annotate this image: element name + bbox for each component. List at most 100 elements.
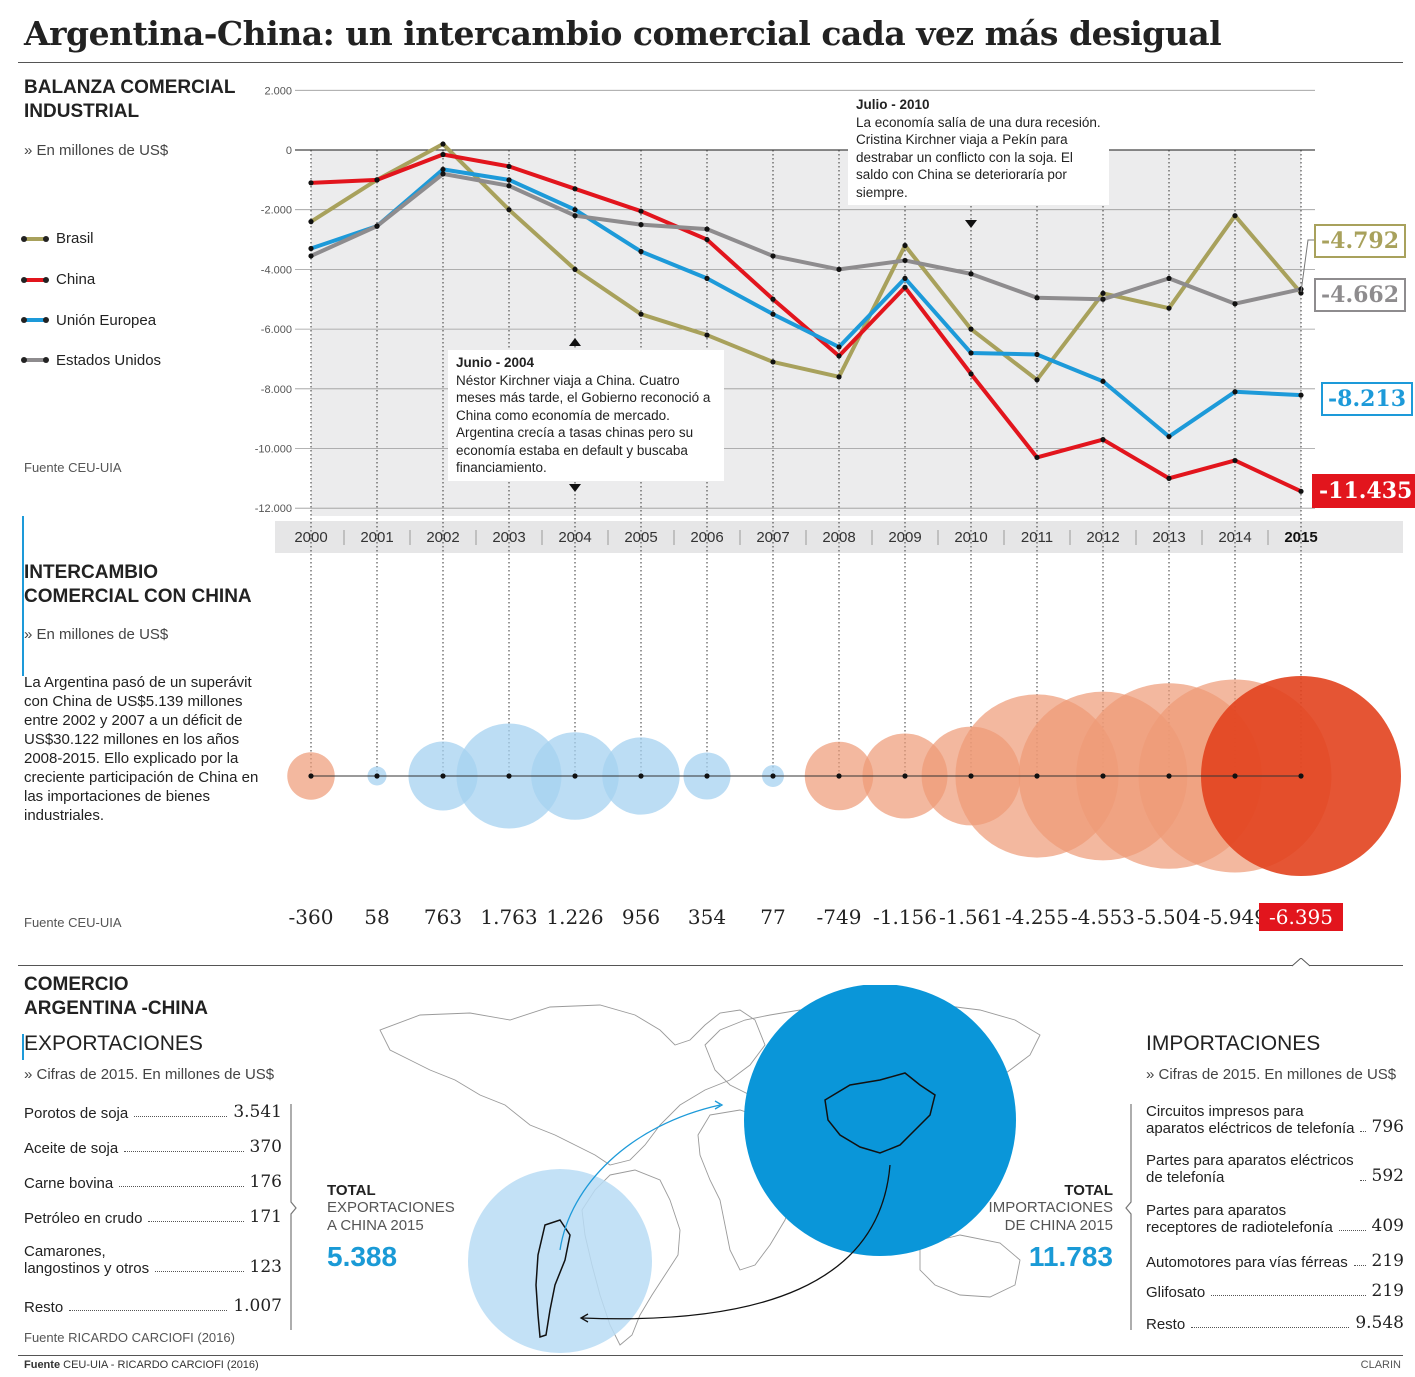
bubble-value-label: 763 (423, 905, 463, 929)
year-label: 2005 (624, 529, 658, 546)
row-value: 171 (249, 1207, 282, 1227)
row-leader (134, 1116, 228, 1117)
row-value: 409 (1371, 1216, 1404, 1236)
export-arrow (559, 1104, 721, 1251)
data-point (308, 180, 314, 186)
data-point (572, 207, 578, 213)
imp-total-head: TOTAL (1064, 1182, 1113, 1199)
bubble-value-label: 1.226 (546, 905, 604, 929)
year-label: 2007 (756, 529, 790, 546)
footer-source-text: CEU-UIA - RICARDO CARCIOFI (2016) (63, 1359, 259, 1371)
legend-label-brasil: Brasil (56, 230, 94, 247)
row-leader (148, 1221, 244, 1222)
year-label: 2015 (1284, 529, 1318, 546)
bubble-value-label: -360 (288, 905, 334, 929)
row-label: Resto (24, 1299, 64, 1316)
row-label: Automotores para vías férreas (1146, 1254, 1348, 1271)
exp-total-sub2: A CHINA 2015 (327, 1217, 424, 1234)
intercambio-title: INTERCAMBIO COMERCIAL CON CHINA (24, 561, 252, 609)
exp-bracket (290, 1104, 297, 1330)
intercambio-text: La Argentina pasó de un superávit con Ch… (24, 674, 259, 824)
bubble-value-label: -4.553 (1070, 905, 1136, 929)
row-leader (1360, 1131, 1366, 1132)
data-point (1232, 301, 1238, 307)
data-point (770, 359, 776, 365)
data-point (902, 257, 908, 264)
table-row: Resto 1.007 (24, 1296, 282, 1316)
bubble-center (1034, 773, 1040, 779)
y-tick-label: -10.000 (255, 444, 292, 456)
data-point (1100, 436, 1106, 443)
bubble-center (308, 773, 314, 779)
footer-rule (18, 1355, 1403, 1356)
bubble-chart (287, 676, 1401, 876)
intercambio-title-line1: INTERCAMBIO (24, 562, 159, 583)
north-america-outline (379, 1004, 766, 1166)
note-2004-pointer-up-icon (569, 338, 581, 346)
bubble-value-label: 354 (687, 905, 727, 929)
data-point (374, 177, 380, 183)
exp-total-value: 5.388 (327, 1241, 398, 1272)
intercambio-unit: » En millones de US$ (24, 626, 169, 643)
row-leader (1191, 1327, 1350, 1328)
balanza-source: Fuente CEU-UIA (24, 460, 122, 475)
table-row: Resto 9.548 (1146, 1313, 1404, 1333)
row-value: 370 (249, 1137, 282, 1157)
data-point (572, 266, 578, 272)
china-outline (824, 1072, 936, 1154)
row-leader (1359, 1180, 1366, 1181)
year-label: 2012 (1086, 529, 1120, 546)
note-2004-title: Junio - 2004 (456, 355, 535, 370)
legend-item-china: China (21, 259, 161, 300)
data-point (374, 223, 380, 229)
exp-total-sub1: EXPORTACIONES (327, 1199, 455, 1216)
y-tick-label: 0 (286, 145, 292, 157)
legend-label-ue: Unión Europea (56, 311, 157, 329)
data-point (704, 226, 710, 232)
export-arrowhead-icon (714, 1100, 724, 1110)
page-title: Argentina-China: un intercambio comercia… (24, 14, 1222, 53)
exp-accent-bar (22, 1034, 24, 1060)
data-point (704, 275, 710, 281)
series-line-estados-unidos (310, 171, 1302, 306)
row-label: Glifosato (1146, 1284, 1206, 1301)
row-leader (69, 1310, 228, 1311)
data-point (968, 271, 974, 277)
data-point (638, 222, 644, 228)
data-point (704, 236, 710, 243)
intercambio-title-line2: COMERCIAL CON CHINA (24, 586, 252, 607)
legend-label-eeuu: Estados Unidos (56, 351, 162, 369)
note-2004-text: Néstor Kirchner viaja a China. Cuatro me… (456, 372, 711, 476)
import-arrow (581, 1164, 891, 1320)
section-accent-bar (22, 516, 24, 676)
data-point (770, 311, 776, 317)
data-point (1034, 454, 1040, 461)
table-row: Partes para aparatos eléctricos de telefo… (1146, 1152, 1404, 1186)
row-value: 592 (1371, 1166, 1404, 1186)
y-tick-label: -4.000 (261, 264, 292, 276)
balanza-title: BALANZA COMERCIAL INDUSTRIAL (24, 76, 235, 124)
table-row: Circuitos impresos para aparatos eléctric… (1146, 1103, 1404, 1137)
imp-unit: » Cifras de 2015. En millones de US$ (1146, 1066, 1397, 1083)
comercio-title: COMERCIO ARGENTINA -CHINA (24, 973, 208, 1021)
footer-source: Fuente CEU-UIA - RICARDO CARCIOFI (2016) (24, 1359, 259, 1371)
data-point (440, 171, 446, 177)
imp-total-sub1: IMPORTACIONES (988, 1199, 1113, 1216)
legend-swatch-eeuu (21, 357, 49, 363)
row-leader (119, 1186, 244, 1187)
china-circle (744, 985, 1016, 1256)
data-point (308, 245, 314, 252)
imp-bracket (1125, 1104, 1132, 1330)
data-point (836, 374, 842, 380)
data-point (1232, 457, 1238, 464)
year-label: 2010 (954, 529, 988, 546)
table-row: Aceite de soja 370 (24, 1137, 282, 1157)
data-point (1034, 295, 1040, 301)
end-label-eeuu: -4.662 (1314, 278, 1407, 312)
data-point (572, 213, 578, 219)
data-point (1166, 275, 1172, 281)
data-point (902, 284, 908, 290)
marks-layer (308, 141, 1314, 494)
data-point (836, 353, 842, 359)
series-line-brasil (309, 142, 1303, 382)
